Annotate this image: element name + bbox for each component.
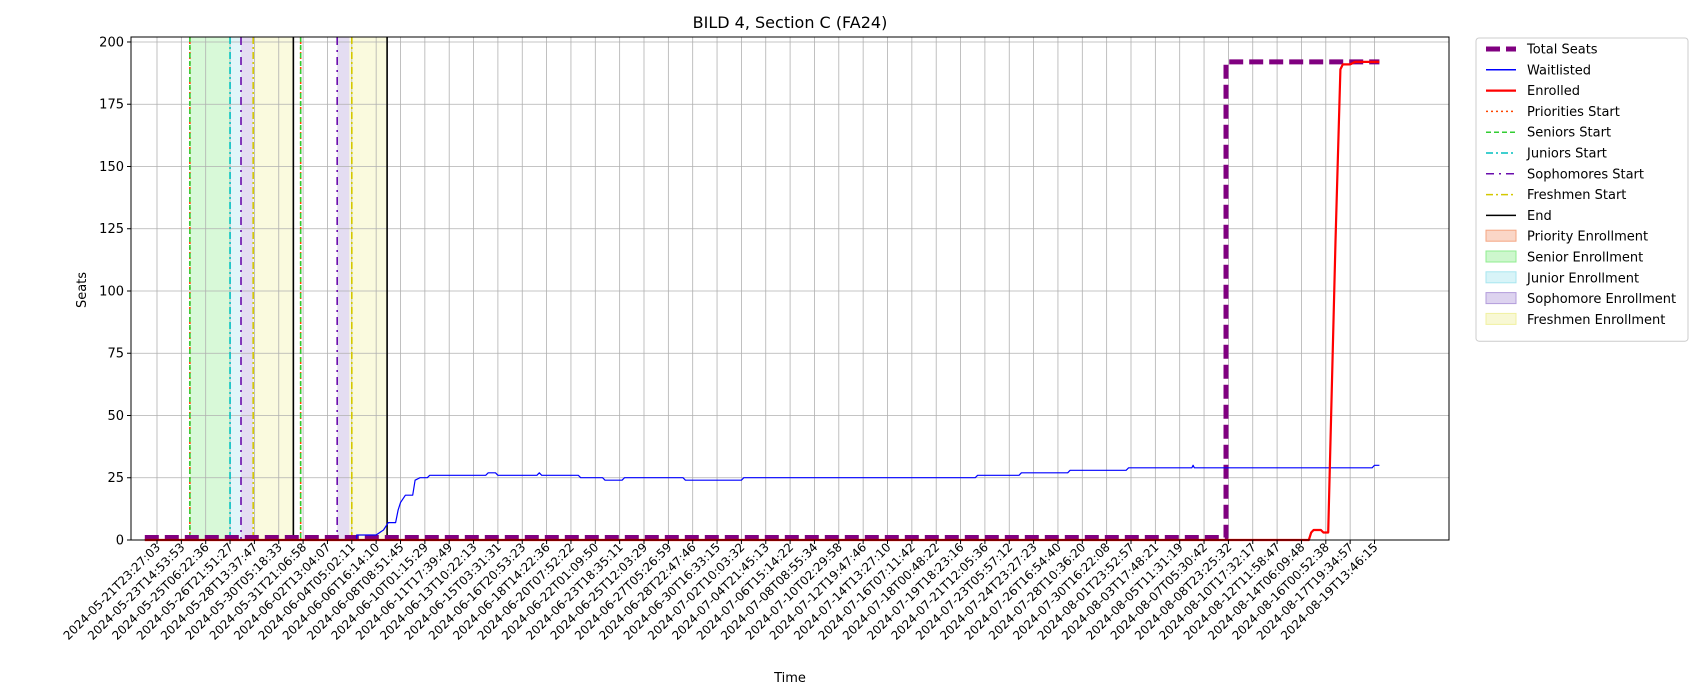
legend-label-total-seats: Total Seats xyxy=(1526,43,1598,58)
grid-lines xyxy=(131,37,1449,541)
legend-label-priorities-start: Priorities Start xyxy=(1527,105,1620,120)
x-axis-ticks: 2024-05-21T23:27:032024-05-23T14:53:5320… xyxy=(61,540,1381,643)
legend-swatch-priority-enrollment xyxy=(1485,229,1517,242)
enrollment-regions xyxy=(189,37,388,540)
y-tick-label: 75 xyxy=(107,347,124,362)
legend-swatch-sophomore-enrollment xyxy=(1485,292,1517,305)
y-tick-label: 200 xyxy=(99,35,124,50)
legend: Total Seats Waitlisted Enrolled Priorities … xyxy=(1475,37,1689,342)
legend-box xyxy=(1475,37,1689,342)
y-tick-label: 150 xyxy=(99,160,124,175)
y-axis-ticks: 0 25 50 75 100 125 150 175 200 xyxy=(99,35,131,549)
phase-marker-lines xyxy=(189,37,388,540)
y-tick-label: 125 xyxy=(99,222,124,237)
legend-label-juniors-start: Juniors Start xyxy=(1526,147,1607,162)
legend-label-sophomores-start: Sophomores Start xyxy=(1527,167,1644,182)
legend-label-freshmen-enrollment: Freshmen Enrollment xyxy=(1527,313,1665,328)
y-axis-label: Seats xyxy=(75,272,90,308)
region-sophomore-enrollment xyxy=(337,37,350,540)
chart-title: BILD 4, Section C (FA24) xyxy=(693,13,888,32)
series-enrolled xyxy=(144,60,1380,542)
legend-swatch-senior-enrollment xyxy=(1485,250,1517,263)
y-tick-label: 175 xyxy=(99,98,124,113)
region-junior-enrollment xyxy=(230,37,242,540)
region-sophomore-enrollment xyxy=(241,37,254,540)
legend-label-freshmen-start: Freshmen Start xyxy=(1527,188,1626,203)
legend-swatch-freshmen-enrollment xyxy=(1485,312,1517,325)
series-waitlisted xyxy=(144,464,1380,541)
y-tick-label: 50 xyxy=(107,409,124,424)
data-series xyxy=(144,59,1380,542)
legend-swatch-junior-enrollment xyxy=(1485,271,1517,284)
legend-label-priority-enrollment: Priority Enrollment xyxy=(1527,230,1648,245)
region-freshmen-enrollment xyxy=(349,37,388,540)
legend-label-sophomore-enrollment: Sophomore Enrollment xyxy=(1527,292,1676,307)
legend-label-seniors-start: Seniors Start xyxy=(1527,126,1611,141)
legend-label-waitlisted: Waitlisted xyxy=(1527,63,1591,78)
x-axis-label: Time xyxy=(773,671,806,686)
y-tick-label: 100 xyxy=(99,284,124,299)
legend-label-end: End xyxy=(1527,209,1552,224)
region-senior-enrollment xyxy=(189,37,231,540)
legend-label-enrolled: Enrolled xyxy=(1527,84,1580,99)
legend-label-junior-enrollment: Junior Enrollment xyxy=(1526,271,1639,286)
region-freshmen-enrollment xyxy=(253,37,294,540)
legend-label-senior-enrollment: Senior Enrollment xyxy=(1527,251,1643,266)
series-total-seats xyxy=(144,59,1380,540)
y-tick-label: 25 xyxy=(107,471,124,486)
y-tick-label: 0 xyxy=(116,534,124,549)
